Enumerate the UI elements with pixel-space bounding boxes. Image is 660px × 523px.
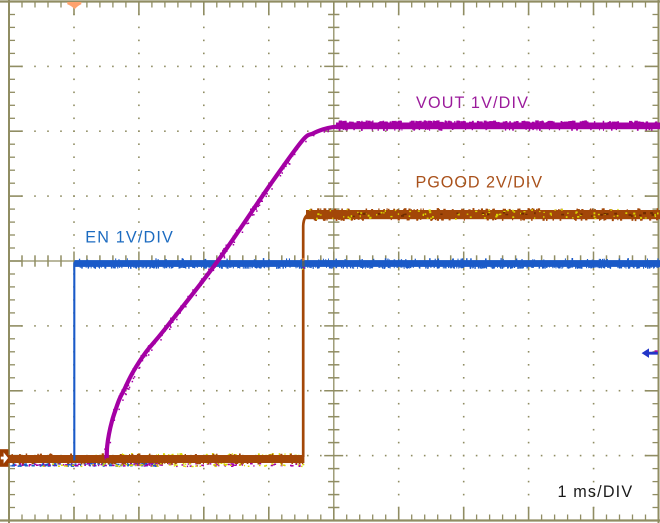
svg-text:PGOOD 2V/DIV: PGOOD 2V/DIV <box>416 173 543 191</box>
svg-text:VOUT 1V/DIV: VOUT 1V/DIV <box>416 94 529 112</box>
svg-text:EN 1V/DIV: EN 1V/DIV <box>85 229 174 247</box>
svg-text:1 ms/DIV: 1 ms/DIV <box>558 483 634 501</box>
